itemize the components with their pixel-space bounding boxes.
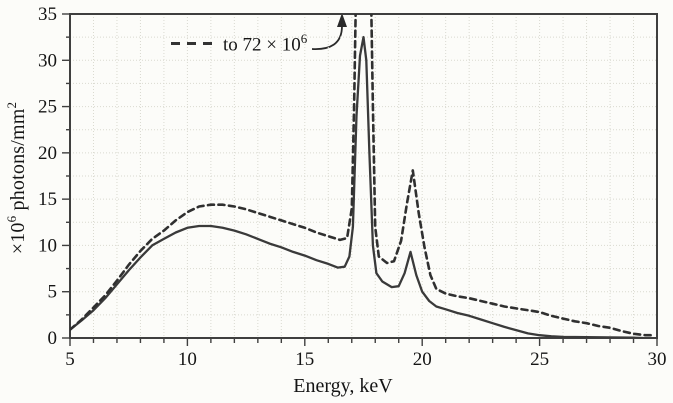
dashed-line-sample-icon bbox=[171, 42, 216, 46]
y-axis-label-text2: photons/mm bbox=[6, 108, 29, 216]
x-tick-label: 20 bbox=[413, 349, 432, 370]
y-tick-label: 20 bbox=[38, 143, 57, 164]
y-tick-label: 5 bbox=[48, 282, 58, 303]
y-axis-label: ×106 photons/mm2 bbox=[4, 102, 30, 255]
annotation-to-72: to 72 × 106 bbox=[171, 31, 307, 56]
dashed-series-line bbox=[70, 14, 657, 337]
y-axis-label-text: ×10 bbox=[6, 222, 29, 255]
y-tick-label: 10 bbox=[38, 235, 57, 256]
x-axis-label: Energy, keV bbox=[293, 375, 393, 397]
x-tick-label: 30 bbox=[648, 349, 667, 370]
y-tick-label: 35 bbox=[38, 4, 57, 25]
y-axis-label-sup: 6 bbox=[4, 215, 20, 223]
annotation-arrow-icon bbox=[311, 25, 343, 50]
gridlines bbox=[70, 14, 657, 338]
y-axis-label-sup2: 2 bbox=[4, 101, 20, 109]
y-tick-label: 0 bbox=[48, 328, 58, 349]
solid-series-line bbox=[70, 35, 645, 338]
y-tick-label: 25 bbox=[38, 97, 57, 118]
annotation-arrowhead-icon bbox=[337, 13, 347, 27]
x-tick-label: 5 bbox=[65, 349, 75, 370]
y-tick-label: 30 bbox=[38, 50, 57, 71]
x-tick-label: 25 bbox=[530, 349, 549, 370]
plot-frame bbox=[69, 13, 658, 339]
annotation-text: to 72 × 10 bbox=[223, 34, 301, 56]
annotation-sup: 6 bbox=[300, 31, 308, 46]
x-tick-label: 10 bbox=[178, 349, 197, 370]
y-tick-label: 15 bbox=[38, 189, 57, 210]
x-tick-label: 15 bbox=[295, 349, 314, 370]
